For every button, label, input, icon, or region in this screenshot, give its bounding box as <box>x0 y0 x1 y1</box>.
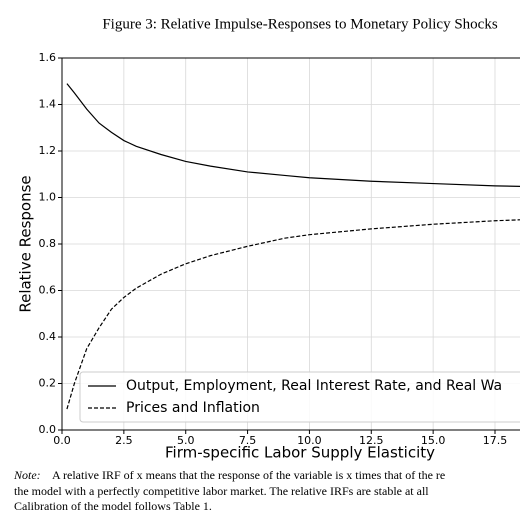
x-axis-label: Firm-specific Labor Supply Elasticity <box>165 444 435 462</box>
y-tick-label: 1.6 <box>39 51 57 64</box>
legend-label: Output, Employment, Real Interest Rate, … <box>126 378 502 394</box>
note-label: Note: <box>13 468 41 482</box>
series-line <box>66 83 520 187</box>
note-line: the model with a perfectly competitive l… <box>14 484 429 498</box>
legend-label: Prices and Inflation <box>126 400 260 416</box>
plot-frame <box>61 57 520 431</box>
y-tick-label: 1.2 <box>39 144 57 157</box>
x-tick-label: 7.5 <box>239 434 257 447</box>
note-line: A relative IRF of x means that the respo… <box>52 468 445 482</box>
legend-box <box>79 371 520 423</box>
y-tick-label: 0.6 <box>39 284 57 297</box>
y-tick-label: 0.4 <box>39 330 57 343</box>
x-tick-label: 17.5 <box>483 434 508 447</box>
y-axis-label: Relative Response <box>17 175 35 312</box>
x-tick-label: 5.0 <box>177 434 195 447</box>
figure-title: Figure 3: Relative Impulse-Responses to … <box>102 16 498 32</box>
y-tick-label: 1.0 <box>39 191 57 204</box>
y-tick-label: 1.4 <box>39 98 57 111</box>
series-line <box>66 219 520 410</box>
y-tick-label: 0.8 <box>39 237 57 250</box>
x-tick-label: 12.5 <box>359 434 384 447</box>
y-tick-label: 0.0 <box>39 423 57 436</box>
x-tick-label: 0.0 <box>53 434 71 447</box>
y-tick-label: 0.2 <box>39 377 57 390</box>
note-line: Calibration of the model follows Table 1… <box>14 499 212 513</box>
x-tick-label: 15.0 <box>421 434 446 447</box>
x-tick-label: 2.5 <box>115 434 133 447</box>
x-tick-label: 10.0 <box>297 434 322 447</box>
